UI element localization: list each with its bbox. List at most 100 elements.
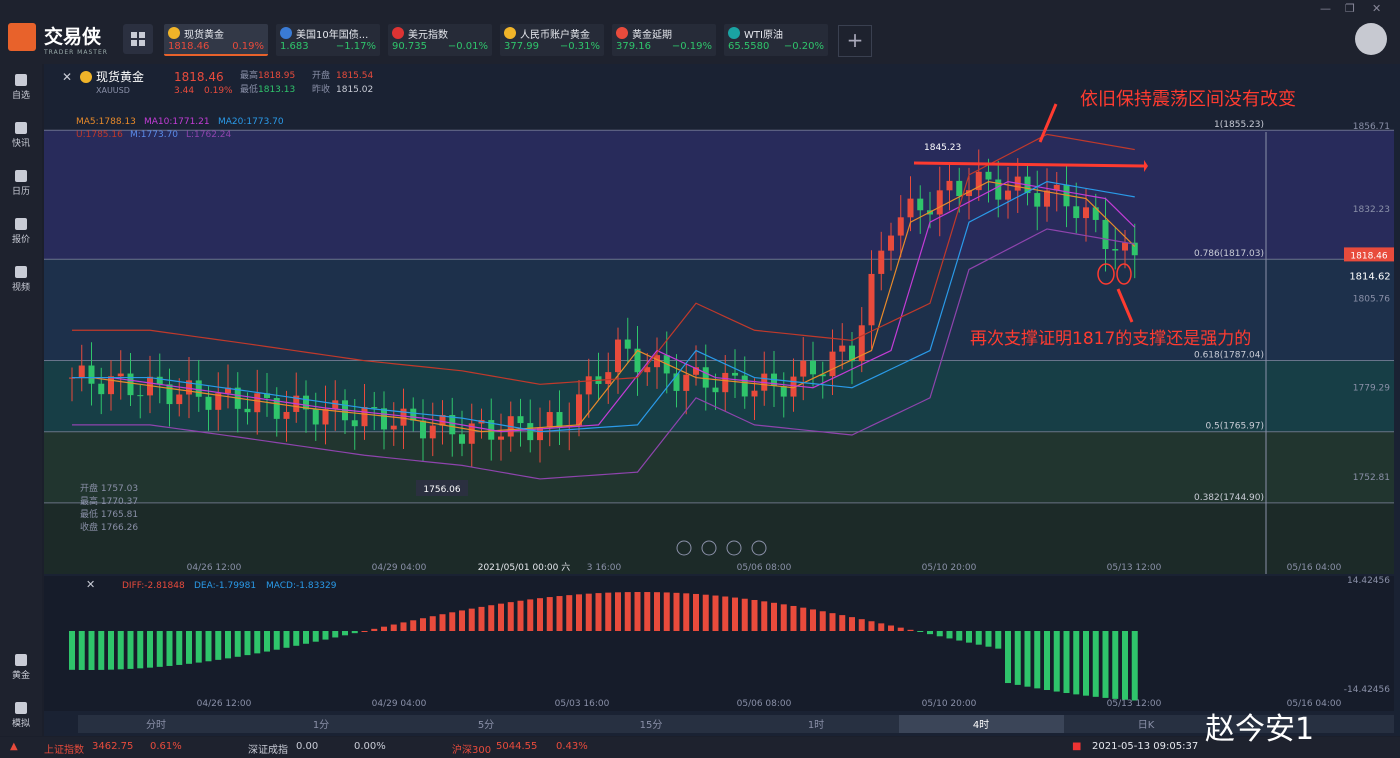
nav-calendar[interactable]: 日历 — [0, 170, 42, 197]
time-axis-label: 05/10 20:00 — [922, 563, 977, 573]
macd-bar — [1053, 631, 1060, 692]
macd-bar — [254, 631, 261, 654]
candle — [215, 393, 222, 410]
tab-symbol[interactable]: 美元指数 90.735 −0.01% — [388, 24, 492, 56]
macd-bar — [108, 631, 114, 670]
candle — [576, 394, 582, 426]
candle — [273, 398, 280, 419]
nav-quotes[interactable]: 报价 — [0, 218, 42, 245]
grid-menu-button[interactable] — [123, 24, 153, 54]
candle — [117, 373, 124, 377]
annotation-top: 依旧保持震荡区间没有改变 — [1080, 89, 1296, 110]
candle — [654, 355, 660, 368]
candle — [78, 365, 85, 378]
nav-news[interactable]: 快讯 — [0, 122, 42, 149]
macd-bar — [927, 631, 933, 635]
macd-bar — [225, 631, 231, 659]
chart-area[interactable]: 1(1855.23) 0.786(1817.03) 0.618(1787.04) 0.… — [44, 64, 1400, 736]
candle — [137, 395, 144, 397]
top-bar: 交易侠 TRADER MASTER 现货黄金 1818.46 0.19% 美国1… — [0, 0, 1400, 64]
macd-bar — [966, 631, 972, 643]
minimize-icon[interactable]: — — [1320, 2, 1331, 15]
macd-bar — [829, 613, 836, 631]
nav-watchlist[interactable]: 自选 — [0, 74, 42, 101]
nav-gold[interactable]: 黄金 — [0, 654, 42, 681]
macd-bar — [478, 606, 485, 631]
macd-bar — [205, 631, 212, 662]
star-icon — [15, 74, 27, 86]
macd-bar — [117, 631, 124, 670]
candle — [537, 427, 543, 441]
tab-symbol[interactable]: 现货黄金 1818.46 0.19% — [164, 24, 268, 56]
candle — [1053, 184, 1060, 191]
tab-name: 现货黄金 — [184, 30, 224, 41]
restore-icon[interactable]: ❐ — [1345, 2, 1355, 15]
macd-bar — [390, 624, 397, 631]
tab-symbol[interactable]: WTI原油 65.5580 −0.20% — [724, 24, 828, 56]
candle — [361, 407, 368, 427]
candle — [585, 376, 592, 395]
fib-band — [44, 259, 1394, 361]
macd-time-label: 05/03 16:00 — [555, 699, 610, 709]
macd-bar — [907, 629, 914, 631]
candle — [829, 351, 836, 377]
fib-band — [44, 502, 1394, 574]
macd-bar — [732, 597, 738, 631]
candle — [1131, 242, 1138, 256]
quote-price: 1818.46 — [174, 70, 224, 84]
annotation-bottom: 再次支撑证明1817的支撑还是强力的 — [970, 329, 1251, 349]
candle — [1034, 193, 1041, 207]
candle — [741, 375, 748, 397]
candle — [381, 408, 387, 430]
macd-bar — [771, 602, 777, 631]
macd-bar — [702, 594, 709, 631]
macd-bar — [137, 631, 144, 669]
symbol-icon — [728, 27, 740, 39]
fib-band — [44, 431, 1394, 503]
candle — [371, 407, 378, 409]
hs-name: 沪深300 — [452, 745, 492, 756]
tab-symbol[interactable]: 美国10年国债... 1.683 −1.17% — [276, 24, 380, 56]
close-icon[interactable]: ✕ — [1372, 2, 1382, 15]
candle — [956, 180, 963, 197]
macd-bar — [585, 593, 592, 631]
boll-upper — [72, 133, 1135, 385]
current-price-tag — [1344, 247, 1394, 262]
candle — [176, 394, 183, 405]
candle — [1083, 207, 1089, 219]
user-avatar[interactable] — [1355, 23, 1387, 55]
tab-symbol[interactable]: 人民币账户黄金 377.99 −0.31% — [500, 24, 604, 56]
tab-symbol[interactable]: 黄金延期 379.16 −0.19% — [612, 24, 716, 56]
low-label: 最低 — [240, 83, 258, 95]
tab-change: −0.31% — [559, 41, 600, 52]
macd-bar — [400, 622, 407, 631]
period-tab: 1分 — [313, 719, 329, 731]
candle — [839, 345, 846, 352]
clock-time: 2021-05-13 09:05:37 — [1092, 741, 1199, 752]
macd-bar — [195, 631, 202, 663]
macd-bar — [1122, 631, 1128, 700]
add-tab-button[interactable]: + — [838, 25, 872, 57]
gold-icon — [80, 71, 92, 83]
active-period-bg — [899, 715, 1064, 733]
candle — [917, 198, 924, 211]
candle — [819, 374, 826, 377]
candle — [527, 423, 534, 441]
tab-price: 1818.46 — [168, 41, 210, 52]
nav-simulate[interactable]: 模拟 — [0, 702, 42, 729]
nav-video[interactable]: 视频 — [0, 266, 42, 293]
macd-bar — [1034, 631, 1041, 689]
candle — [702, 367, 709, 388]
candle — [108, 376, 114, 395]
price-axis-label: 1805.76 — [1353, 294, 1390, 304]
macd-bar — [1005, 631, 1011, 684]
close-chart-icon: ✕ — [62, 70, 72, 84]
tab-price: 379.16 — [616, 41, 651, 52]
macd-bar — [1112, 631, 1119, 699]
ohlc-open: 开盘 1757.03 — [80, 482, 138, 494]
zoom-control-icon — [726, 540, 742, 556]
period-tab: 日K — [1138, 720, 1155, 731]
tab-name: WTI原油 — [744, 30, 783, 41]
macd-bar — [468, 608, 475, 631]
quote-high: 1818.95 — [258, 71, 295, 81]
